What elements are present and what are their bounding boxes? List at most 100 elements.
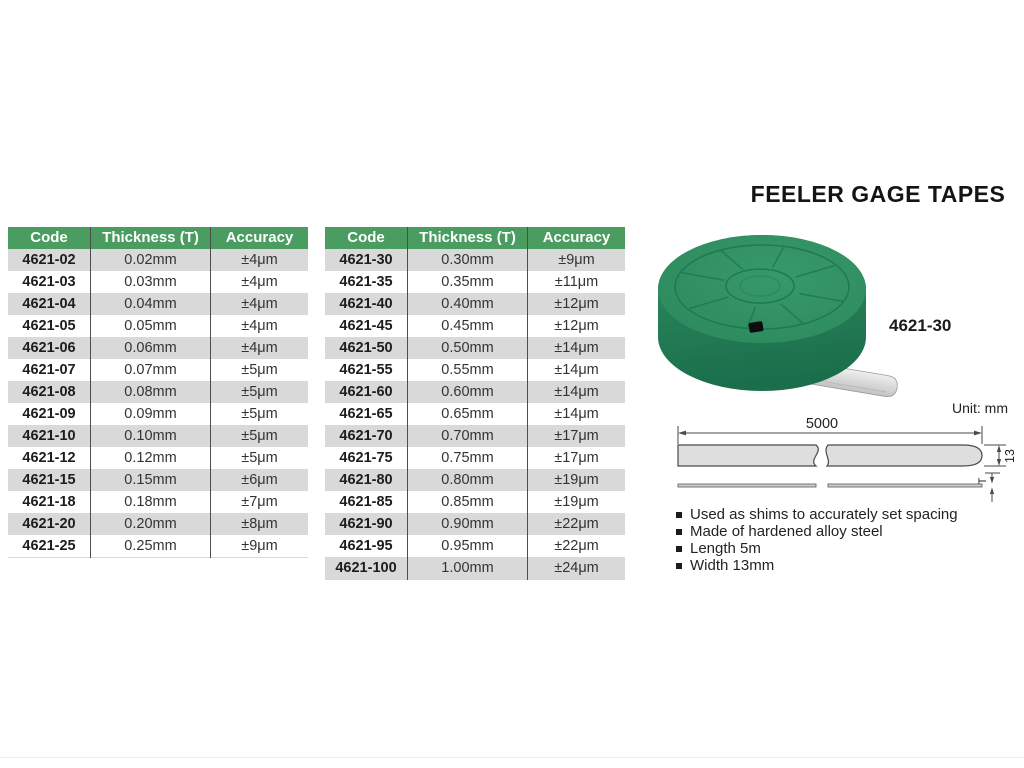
spec-table-2: Code Thickness (T) Accuracy 4621-30 0.30mm ±9… (325, 227, 625, 580)
thickness-cell: 0.10mm (90, 425, 211, 447)
column-header-code: Code (8, 227, 91, 249)
code-cell: 4621-75 (339, 450, 393, 466)
table-row: 4621-10 0.10mm ±5μm (8, 425, 308, 447)
table-row: 4621-70 0.70mm ±17μm (325, 425, 625, 447)
code-cell: 4621-20 (22, 516, 76, 532)
accuracy-cell: ±12μm (527, 315, 625, 337)
column-header-accuracy: Accuracy (527, 227, 625, 249)
accuracy-cell: ±8μm (210, 513, 308, 535)
width-dimension: 13 (1003, 449, 1017, 463)
code-cell: 4621-05 (22, 318, 76, 334)
thickness-cell: 0.02mm (90, 249, 211, 271)
code-cell: 4621-04 (22, 296, 76, 312)
thickness-cell: 0.70mm (407, 425, 528, 447)
code-cell: 4621-12 (22, 450, 76, 466)
thickness-cell: 0.06mm (90, 337, 211, 359)
thickness-cell: 0.50mm (407, 337, 528, 359)
code-cell: 4621-07 (22, 362, 76, 378)
table-row: 4621-65 0.65mm ±14μm (325, 403, 625, 425)
code-cell: 4621-90 (339, 516, 393, 532)
bottom-divider (0, 757, 1024, 758)
feature-text: Length 5m (690, 540, 761, 557)
accuracy-cell: ±11μm (527, 271, 625, 293)
thickness-cell: 0.20mm (90, 513, 211, 535)
table-row: 4621-90 0.90mm ±22μm (325, 513, 625, 535)
table-row: 4621-45 0.45mm ±12μm (325, 315, 625, 337)
thickness-cell: 0.40mm (407, 293, 528, 315)
thickness-cell: 0.15mm (90, 469, 211, 491)
accuracy-cell: ±4μm (210, 315, 308, 337)
accuracy-cell: ±17μm (527, 447, 625, 469)
list-item: Made of hardened alloy steel (676, 523, 958, 540)
accuracy-cell: ±5μm (210, 359, 308, 381)
table-row: 4621-80 0.80mm ±19μm (325, 469, 625, 491)
accuracy-cell: ±22μm (527, 535, 625, 557)
thickness-cell: 0.08mm (90, 381, 211, 403)
code-cell: 4621-18 (22, 494, 76, 510)
accuracy-cell: ±17μm (527, 425, 625, 447)
spec-table-1: Code Thickness (T) Accuracy 4621-02 0.02mm ±4… (8, 227, 308, 558)
thickness-cell: 0.55mm (407, 359, 528, 381)
table-row: 4621-05 0.05mm ±4μm (8, 315, 308, 337)
accuracy-cell: ±19μm (527, 469, 625, 491)
table-row: 4621-08 0.08mm ±5μm (8, 381, 308, 403)
code-cell: 4621-60 (339, 384, 393, 400)
radial-ridges (681, 245, 843, 329)
thickness-cell: 1.00mm (407, 557, 528, 580)
table-row: 4621-60 0.60mm ±14μm (325, 381, 625, 403)
thickness-cell: 0.60mm (407, 381, 528, 403)
column-header-accuracy: Accuracy (210, 227, 308, 249)
code-cell: 4621-95 (339, 538, 393, 554)
table-header-row: Code Thickness (T) Accuracy (325, 227, 625, 249)
code-cell: 4621-06 (22, 340, 76, 356)
accuracy-cell: ±19μm (527, 491, 625, 513)
thickness-cell: 0.45mm (407, 315, 528, 337)
code-cell: 4621-80 (339, 472, 393, 488)
code-cell: 4621-25 (22, 538, 76, 554)
accuracy-cell: ±9μm (527, 249, 625, 271)
list-item: Used as shims to accurately set spacing (676, 506, 958, 523)
table-header-row: Code Thickness (T) Accuracy (8, 227, 308, 249)
accuracy-cell: ±14μm (527, 403, 625, 425)
table-row: 4621-18 0.18mm ±7μm (8, 491, 308, 513)
column-header-thickness-t: Thickness (T) (90, 227, 211, 249)
accuracy-cell: ±5μm (210, 403, 308, 425)
table-row: 4621-15 0.15mm ±6μm (8, 469, 308, 491)
thickness-cell: 0.75mm (407, 447, 528, 469)
table-row: 4621-04 0.04mm ±4μm (8, 293, 308, 315)
table-row: 4621-07 0.07mm ±5μm (8, 359, 308, 381)
code-cell: 4621-40 (339, 296, 393, 312)
thickness-cell: 0.65mm (407, 403, 528, 425)
accuracy-cell: ±7μm (210, 491, 308, 513)
table-row: 4621-12 0.12mm ±5μm (8, 447, 308, 469)
table-row: 4621-20 0.20mm ±8μm (8, 513, 308, 535)
thickness-cell: 0.12mm (90, 447, 211, 469)
code-cell: 4621-35 (339, 274, 393, 290)
table-row: 4621-06 0.06mm ±4μm (8, 337, 308, 359)
thickness-cell: 0.85mm (407, 491, 528, 513)
thickness-cell: 0.80mm (407, 469, 528, 491)
list-item: Width 13mm (676, 557, 958, 574)
code-cell: 4621-85 (339, 494, 393, 510)
accuracy-cell: ±5μm (210, 425, 308, 447)
table-row: 4621-35 0.35mm ±11μm (325, 271, 625, 293)
product-photo-feeler-gage (658, 235, 898, 397)
accuracy-cell: ±22μm (527, 513, 625, 535)
code-cell: 4621-30 (339, 252, 393, 268)
thickness-cell: 0.18mm (90, 491, 211, 513)
tape-slot (748, 321, 764, 333)
table-row: 4621-02 0.02mm ±4μm (8, 249, 308, 271)
thickness-cell: 0.03mm (90, 271, 211, 293)
code-cell: 4621-10 (22, 428, 76, 444)
thickness-cell: 0.07mm (90, 359, 211, 381)
table-row: 4621-55 0.55mm ±14μm (325, 359, 625, 381)
thickness-cell: 0.05mm (90, 315, 211, 337)
table-row: 4621-95 0.95mm ±22μm (325, 535, 625, 557)
column-header-thickness-t: Thickness (T) (407, 227, 528, 249)
table-row: 4621-30 0.30mm ±9μm (325, 249, 625, 271)
accuracy-cell: ±5μm (210, 447, 308, 469)
feature-list: Used as shims to accurately set spacing … (676, 506, 958, 574)
dimension-drawing: 5000 13 T (677, 416, 1017, 502)
thickness-cell: 0.30mm (407, 249, 528, 271)
